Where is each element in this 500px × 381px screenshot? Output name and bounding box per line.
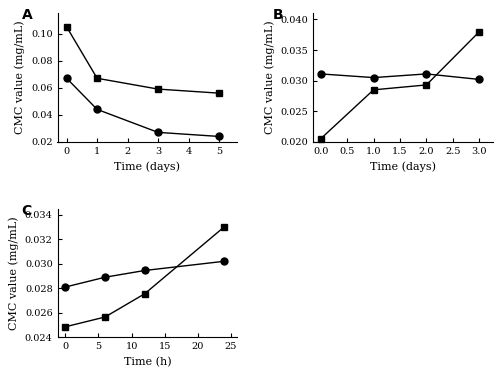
Text: C: C — [22, 203, 32, 218]
X-axis label: Time (h): Time (h) — [124, 357, 171, 367]
X-axis label: Time (days): Time (days) — [114, 161, 180, 172]
Y-axis label: CMC value (mg/mL): CMC value (mg/mL) — [8, 216, 19, 330]
Y-axis label: CMC value (mg/mL): CMC value (mg/mL) — [15, 21, 26, 134]
Text: B: B — [273, 8, 284, 22]
Y-axis label: CMC value (mg/mL): CMC value (mg/mL) — [264, 21, 274, 134]
X-axis label: Time (days): Time (days) — [370, 161, 436, 172]
Text: A: A — [22, 8, 32, 22]
